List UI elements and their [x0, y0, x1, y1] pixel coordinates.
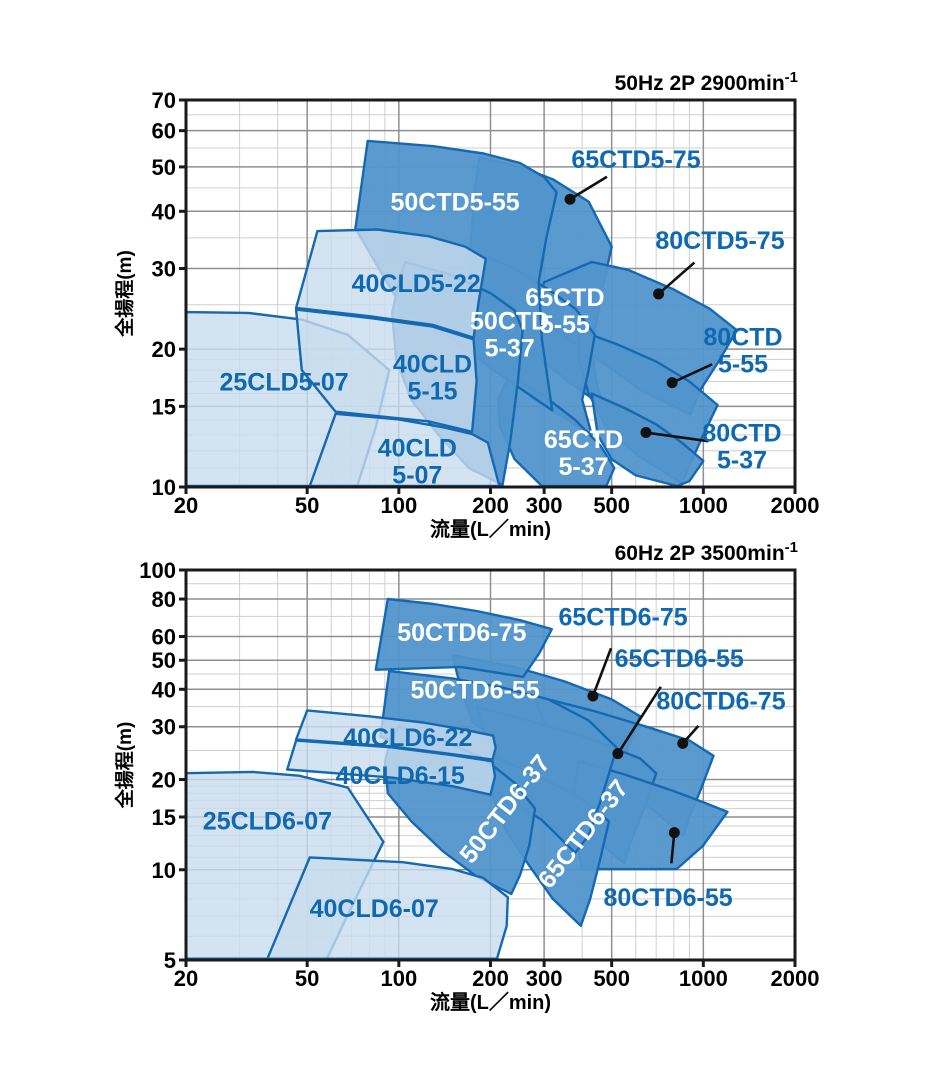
region-label-25CLD5-07: 25CLD5-07 [219, 369, 348, 397]
region-50CTD6-75 [374, 597, 553, 679]
region-label-40CLD6-07: 40CLD6-07 [310, 895, 439, 923]
callout-leader [569, 175, 608, 201]
region-label-40CLD5-07: 40CLD 5-07 [378, 434, 457, 489]
callout-label-80CTD5-75: 80CTD5-75 [655, 227, 784, 255]
callout-leader [657, 261, 696, 295]
chart-50hz: 20 50 100 200 300 500 1000 2000 10 15 20 30 40 50 60 70… [113, 69, 819, 541]
region-label-50CTD6-75: 50CTD6-75 [397, 619, 526, 647]
x-tick-label: 20 [174, 493, 198, 518]
callout-leader [645, 431, 709, 443]
region-label-65CTD5-55: 65CTD 5-55 [525, 284, 604, 339]
region-label-50CTD5-55: 50CTD5-55 [390, 189, 519, 217]
callout-dot [564, 193, 576, 205]
callout-dot [612, 748, 624, 760]
x-tick-label: 300 [526, 493, 563, 518]
callout-label-65CTD6-75: 65CTD6-75 [558, 603, 687, 631]
region-80CTD5-37 [590, 392, 705, 488]
x-tick-label: 2000 [771, 966, 820, 991]
x-tick-label: 100 [380, 493, 417, 518]
x-tick-label: 50 [295, 966, 319, 991]
region-40CLD6-15 [286, 739, 497, 796]
y-tick-label: 40 [152, 677, 176, 702]
y-tick-label: 20 [152, 337, 176, 362]
x-tick-label: 1000 [679, 493, 728, 518]
y-tick-label: 60 [152, 119, 176, 144]
y-tick-label: 15 [152, 805, 176, 830]
y-axis-title: 全揚程(m) [113, 722, 136, 810]
callout-label-80CTD5-55: 80CTD 5-55 [703, 324, 782, 379]
x-tick-label: 200 [472, 966, 509, 991]
region-label-65CTD5-37: 65CTD 5-37 [544, 426, 623, 481]
x-tick-label: 1000 [679, 966, 728, 991]
x-tick-label: 200 [472, 493, 509, 518]
y-tick-label: 20 [152, 768, 176, 793]
y-tick-label: 30 [152, 715, 176, 740]
region-label-25CLD6-07: 25CLD6-07 [203, 808, 332, 836]
region-label-50CTD5-37: 50CTD 5-37 [470, 307, 549, 362]
y-tick-label: 10 [152, 858, 176, 883]
region-label-40CLD5-15: 40CLD 5-15 [393, 350, 472, 405]
callout-leader [616, 686, 662, 755]
y-tick-label: 80 [152, 587, 176, 612]
callout-dot [668, 827, 680, 839]
x-axis-title: 流量(L／min) [430, 517, 551, 541]
y-tick-label: 50 [152, 155, 176, 180]
x-axis-title: 流量(L／min) [430, 990, 551, 1014]
x-tick-label: 500 [593, 493, 630, 518]
chart-60hz: 20 50 100 200 300 500 1000 20005101520304050608… [113, 539, 819, 1014]
chart-title: 50Hz 2P 2900min-1 [615, 69, 798, 95]
callout-dot [653, 288, 665, 300]
y-axis-title: 全揚程(m) [113, 250, 136, 338]
region-label-40CLD6-22: 40CLD6-22 [343, 724, 472, 752]
y-tick-label: 10 [152, 475, 176, 500]
callout-leader [591, 647, 613, 697]
x-tick-label: 2000 [771, 493, 820, 518]
callout-label-65CTD5-75: 65CTD5-75 [571, 146, 700, 174]
x-tick-label: 500 [593, 966, 630, 991]
callout-leader [671, 363, 713, 384]
region-label-40CLD6-15: 40CLD6-15 [336, 762, 465, 790]
callout-label-80CTD6-55: 80CTD6-55 [603, 884, 732, 912]
y-tick-label: 50 [152, 648, 176, 673]
callout-dot [677, 737, 689, 749]
region-40CLD5-22 [294, 228, 487, 339]
y-tick-label: 70 [152, 88, 176, 113]
region-label-40CLD5-22: 40CLD5-22 [352, 270, 481, 298]
y-tick-label: 5 [164, 948, 176, 973]
x-tick-label: 100 [380, 966, 417, 991]
callout-dot [587, 690, 599, 702]
x-tick-label: 300 [526, 966, 563, 991]
chart-title: 60Hz 2P 3500min-1 [615, 539, 798, 565]
callout-dot [666, 377, 678, 389]
region-label-50CTD6-55: 50CTD6-55 [410, 676, 539, 704]
callout-label-80CTD5-37: 80CTD 5-37 [702, 419, 781, 474]
y-tick-label: 30 [152, 257, 176, 282]
callout-dot [640, 427, 652, 439]
y-tick-label: 100 [139, 558, 176, 583]
x-tick-label: 50 [295, 493, 319, 518]
y-tick-label: 60 [152, 625, 176, 650]
region-40CLD5-15 [294, 308, 478, 433]
callout-label-80CTD6-75: 80CTD6-75 [656, 688, 785, 716]
y-tick-label: 15 [152, 394, 176, 419]
callout-label-65CTD6-55: 65CTD6-55 [615, 645, 744, 673]
x-tick-label: 20 [174, 966, 198, 991]
y-tick-label: 40 [152, 199, 176, 224]
